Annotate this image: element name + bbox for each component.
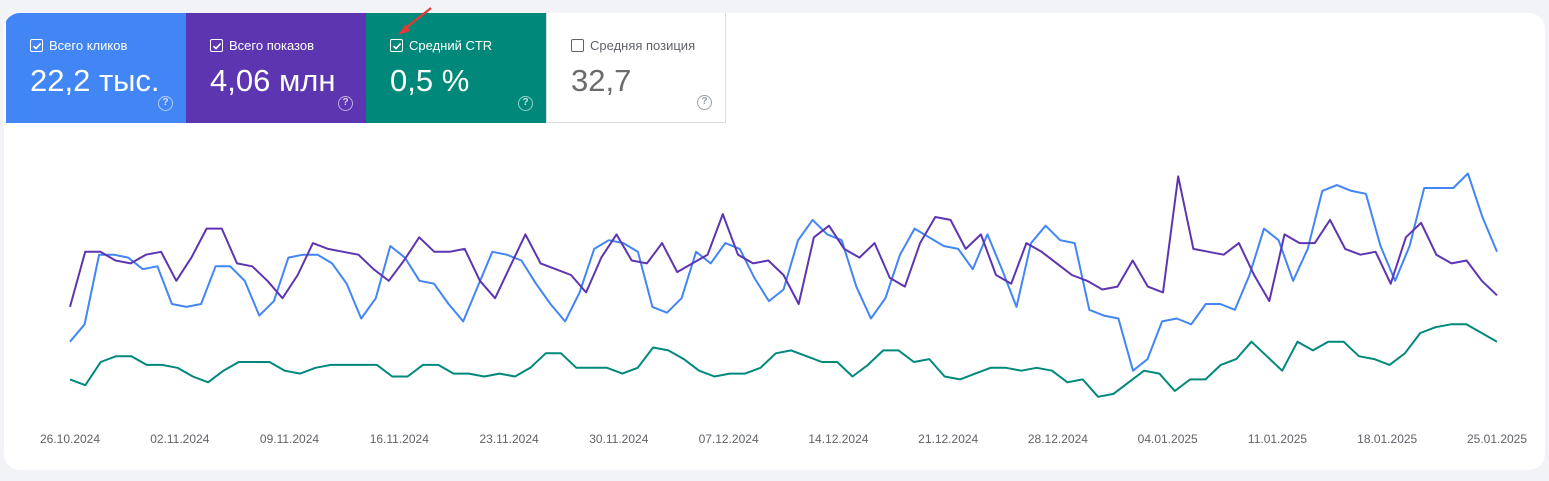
- checkbox-icon[interactable]: [571, 39, 584, 52]
- metric-label: Всего показов: [229, 38, 314, 53]
- metric-tiles: Всего кликов 22,2 тыс. ? Всего показов 4…: [6, 13, 726, 123]
- help-icon[interactable]: ?: [338, 96, 353, 111]
- metric-value: 22,2 тыс.: [30, 63, 160, 98]
- metric-label: Средний CTR: [409, 38, 493, 53]
- checkbox-icon[interactable]: [210, 39, 223, 52]
- metric-header: Средний CTR: [390, 38, 492, 53]
- metric-tile-clicks[interactable]: Всего кликов 22,2 тыс. ?: [6, 13, 186, 123]
- metric-label: Всего кликов: [49, 38, 128, 53]
- help-icon[interactable]: ?: [697, 95, 712, 110]
- metric-header: Всего кликов: [30, 38, 127, 53]
- metric-value: 0,5 %: [390, 63, 470, 98]
- checkbox-icon[interactable]: [30, 39, 43, 52]
- metric-header: Всего показов: [210, 38, 314, 53]
- metric-value: 32,7: [571, 63, 632, 98]
- metric-tile-ctr[interactable]: Средний CTR 0,5 % ?: [366, 13, 546, 123]
- performance-card: Всего кликов 22,2 тыс. ? Всего показов 4…: [4, 13, 1545, 470]
- metric-label: Средняя позиция: [590, 38, 696, 53]
- checkbox-icon[interactable]: [390, 39, 403, 52]
- metric-tile-position[interactable]: Средняя позиция 32,7 ?: [546, 13, 726, 123]
- metric-value: 4,06 млн: [210, 63, 336, 98]
- metric-tile-impressions[interactable]: Всего показов 4,06 млн ?: [186, 13, 366, 123]
- help-icon[interactable]: ?: [518, 96, 533, 111]
- help-icon[interactable]: ?: [158, 96, 173, 111]
- metric-header: Средняя позиция: [571, 38, 695, 53]
